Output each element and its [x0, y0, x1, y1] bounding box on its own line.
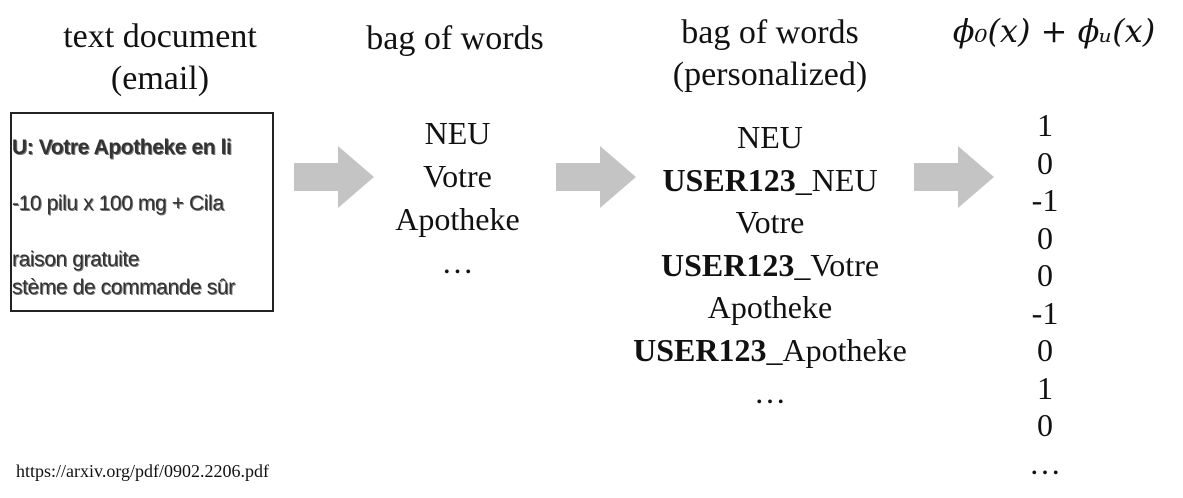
- vector-value: -1: [1031, 294, 1059, 331]
- personalized-word: USER123_NEU: [605, 159, 935, 202]
- vector-value: 1: [1037, 107, 1053, 143]
- user-prefix: USER123: [633, 331, 767, 368]
- email-document-snippet: U: Votre Apotheke en li -10 pilu x 100 m…: [10, 112, 274, 312]
- word-text: …: [754, 374, 786, 410]
- word-text: Votre: [735, 204, 805, 240]
- vector-value: 1: [1037, 369, 1053, 406]
- right-arrow-shape: [556, 146, 636, 208]
- email-line-2: raison gratuite: [12, 248, 140, 271]
- vector-value: 0: [1037, 144, 1053, 181]
- right-arrow-shape: [914, 146, 994, 208]
- word-text: _Votre: [794, 246, 880, 283]
- heading-line: (personalized): [672, 56, 868, 93]
- right-arrow-icon: [556, 146, 636, 208]
- personalized-word: Apotheke: [605, 286, 935, 329]
- bag-word: Apotheke: [395, 201, 520, 237]
- email-line-3: stème de commande sûr: [12, 276, 235, 299]
- word-text: NEU: [737, 119, 803, 155]
- bag-word: NEU: [424, 115, 491, 151]
- personalized-word: USER123_Votre: [605, 244, 935, 287]
- right-arrow-icon: [294, 146, 374, 208]
- email-line-1: -10 pilu x 100 mg + Cila: [12, 192, 224, 215]
- bag-word: …: [441, 244, 474, 280]
- heading-bag-of-words: bag of words: [330, 18, 580, 60]
- heading-bag-of-words-personalized: bag of words (personalized): [640, 12, 900, 96]
- word-text: Apotheke: [707, 289, 833, 325]
- user-prefix: USER123: [660, 246, 795, 283]
- feature-vector: 1 0 -1 0 0 -1 0 1 0 …: [1010, 107, 1080, 482]
- bag-of-words-list: NEU Votre Apotheke …: [360, 112, 555, 284]
- vector-value: 0: [1037, 257, 1053, 293]
- personalized-word: USER123_Apotheke: [605, 329, 935, 372]
- heading-line: bag of words: [366, 20, 544, 57]
- vector-value: -1: [1031, 182, 1059, 218]
- vector-value: 0: [1037, 407, 1053, 443]
- heading-line: (email): [110, 60, 210, 97]
- bag-word: Votre: [423, 158, 492, 194]
- user-prefix: USER123: [662, 161, 796, 198]
- word-text: _NEU: [795, 161, 878, 198]
- heading-line: bag of words: [681, 14, 859, 51]
- heading-line: text document: [63, 18, 257, 55]
- email-line-0: U: Votre Apotheke en li: [12, 136, 232, 159]
- personalized-word: NEU: [605, 116, 935, 159]
- personalized-word: Votre: [605, 201, 935, 244]
- right-arrow-icon: [914, 146, 994, 208]
- word-text: _Apotheke: [766, 331, 907, 368]
- right-arrow-shape: [294, 146, 374, 208]
- source-link[interactable]: https://arxiv.org/pdf/0902.2206.pdf: [16, 461, 269, 481]
- vector-value: 0: [1037, 332, 1053, 368]
- personalized-word: …: [605, 371, 935, 414]
- vector-value: …: [1029, 444, 1061, 481]
- heading-text-document: text document (email): [20, 16, 300, 100]
- heading-formula: ϕ₀(x) + ϕᵤ(x): [925, 10, 1183, 52]
- vector-value: 0: [1037, 219, 1053, 256]
- formula-text: ϕ₀(x) + ϕᵤ(x): [952, 12, 1156, 50]
- personalized-bag-of-words-list: NEU USER123_NEU Votre USER123_Votre Apot…: [605, 116, 935, 414]
